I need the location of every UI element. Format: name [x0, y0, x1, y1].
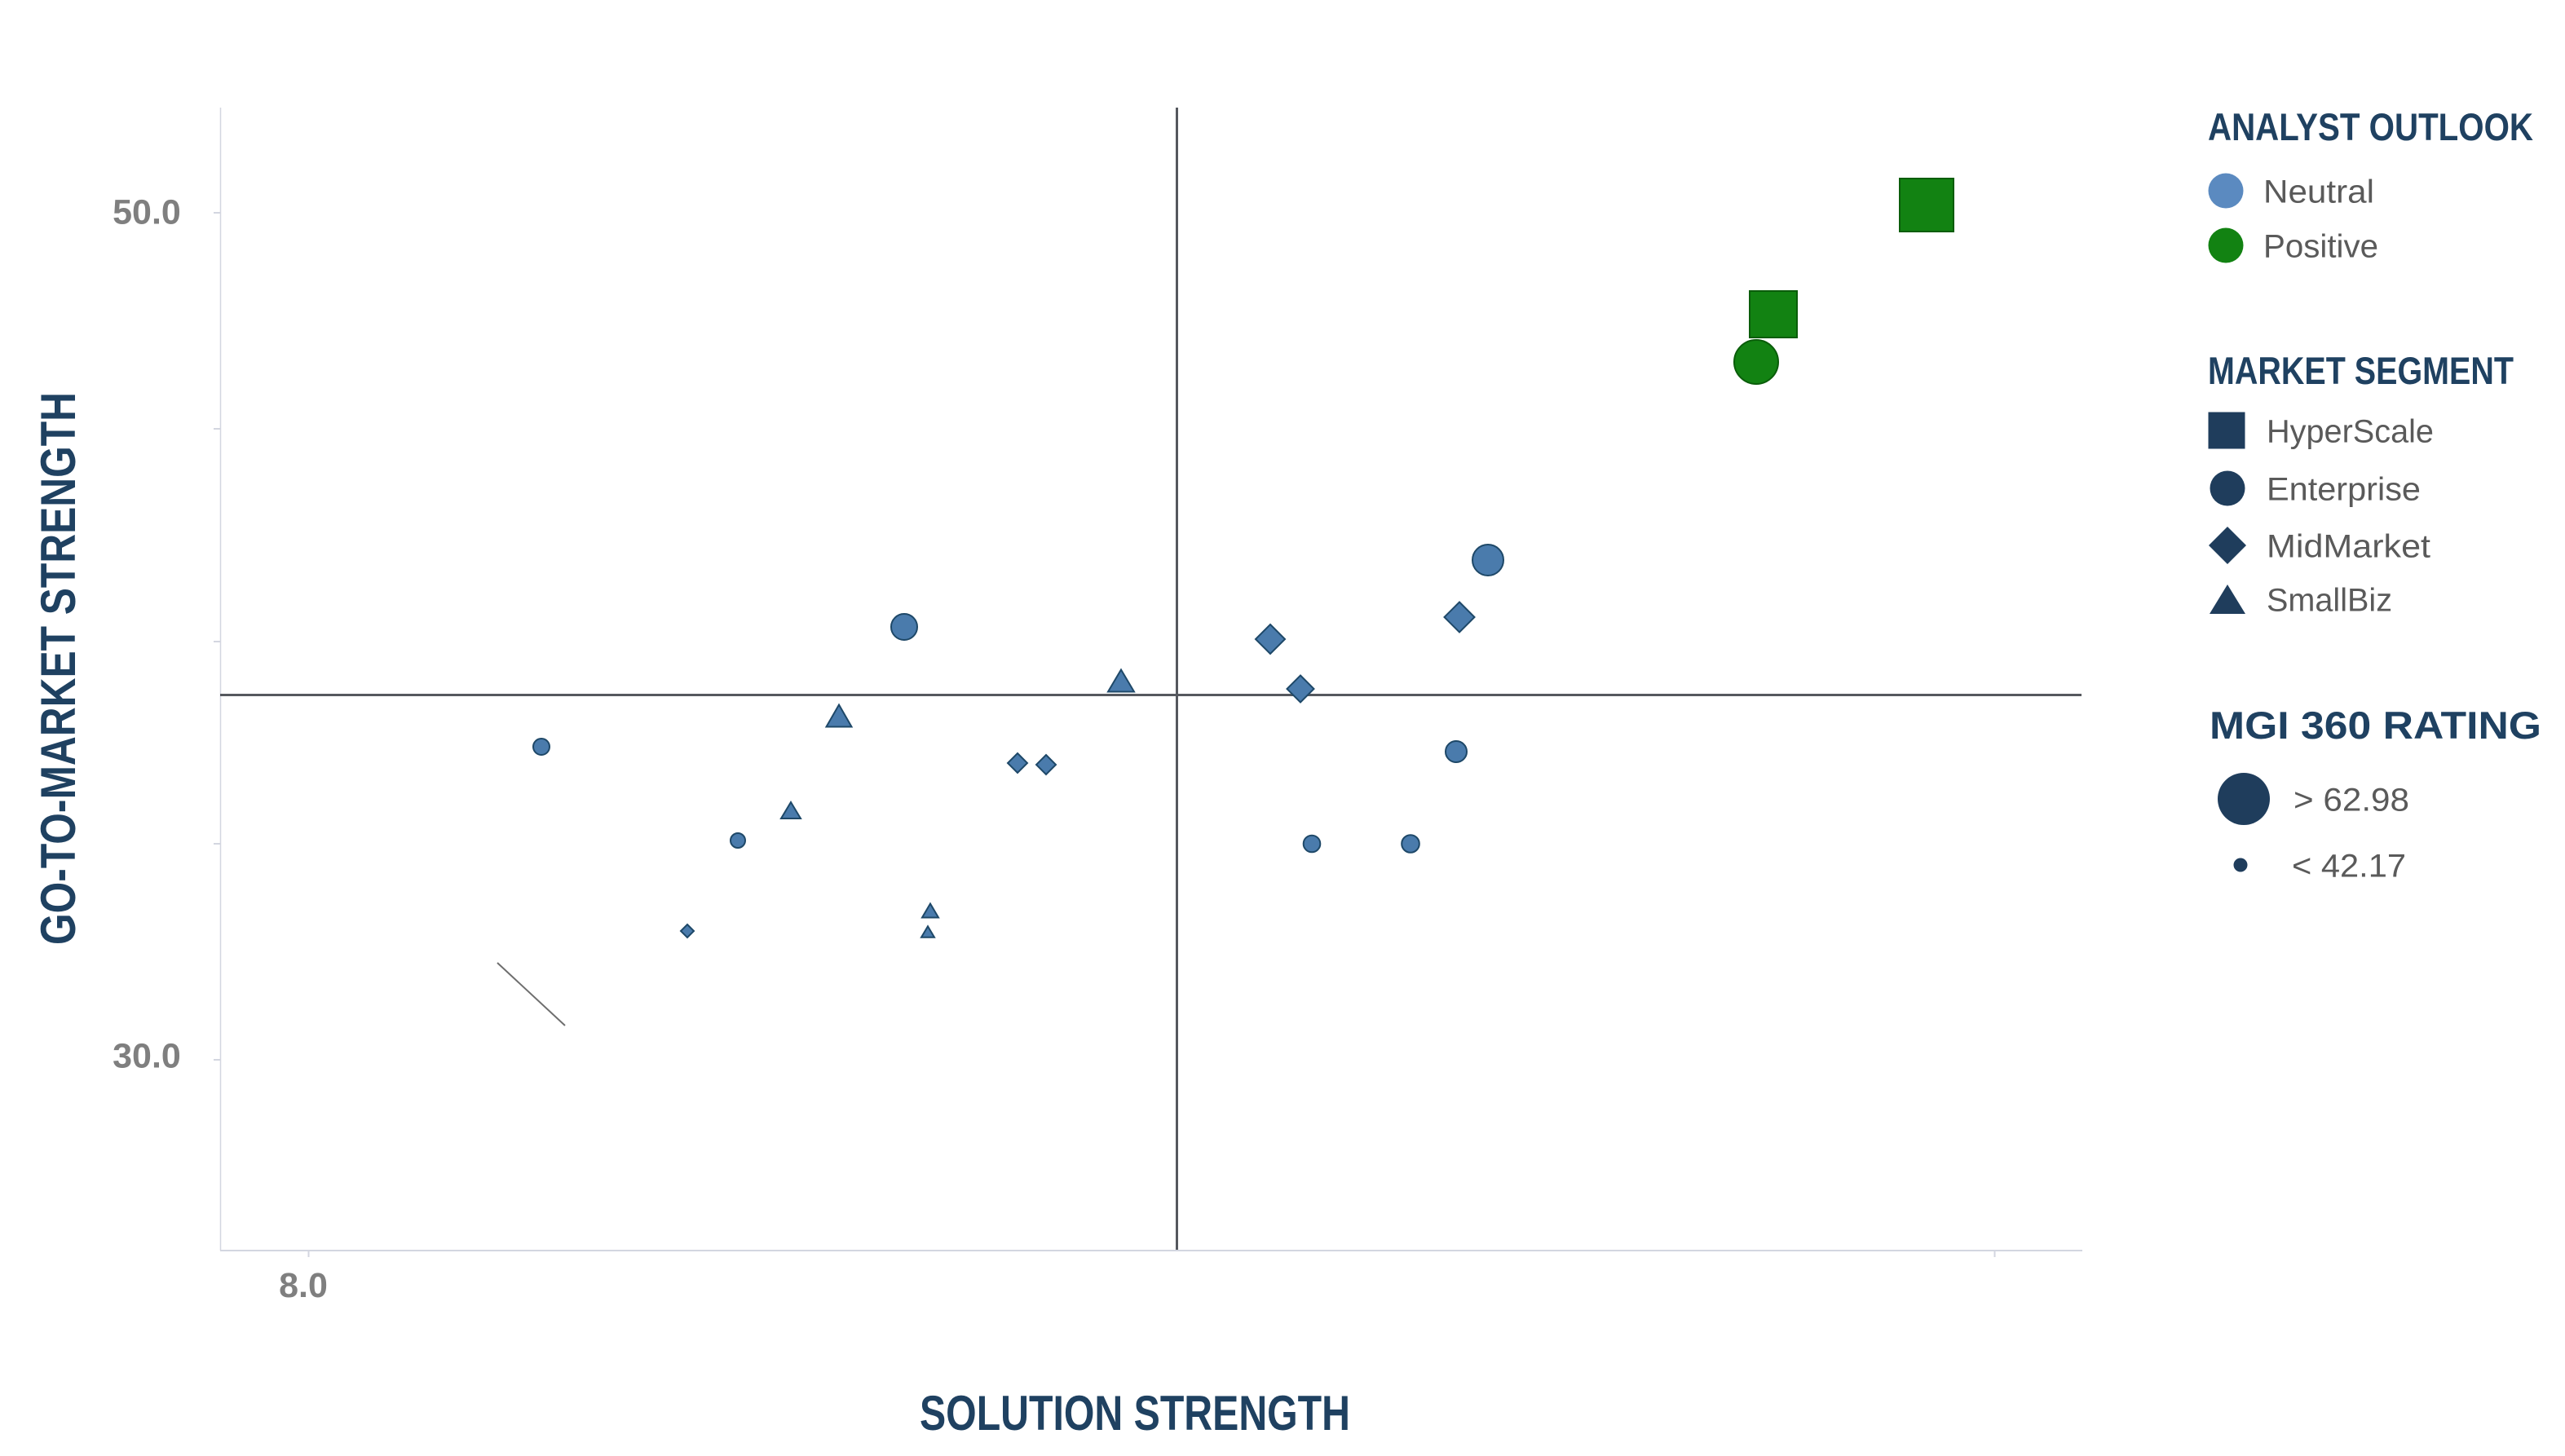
svg-text:MidMarket: MidMarket [2267, 529, 2430, 565]
svg-text:8.0: 8.0 [279, 1266, 328, 1305]
svg-text:ANALYST OUTLOOK: ANALYST OUTLOOK [2208, 105, 2533, 148]
svg-text:HyperScale: HyperScale [2267, 414, 2434, 450]
svg-text:> 62.98: > 62.98 [2293, 783, 2409, 818]
svg-text:< 42.17: < 42.17 [2292, 849, 2406, 885]
svg-text:SOLUTION STRENGTH: SOLUTION STRENGTH [920, 1386, 1350, 1441]
svg-text:50.0: 50.0 [113, 193, 181, 232]
svg-text:MARKET SEGMENT: MARKET SEGMENT [2208, 349, 2514, 392]
svg-text:Enterprise: Enterprise [2267, 472, 2421, 508]
svg-text:GO-TO-MARKET STRENGTH: GO-TO-MARKET STRENGTH [31, 392, 86, 945]
svg-text:30.0: 30.0 [113, 1037, 181, 1076]
svg-text:Neutral: Neutral [2263, 174, 2374, 210]
svg-text:SmallBiz: SmallBiz [2267, 583, 2392, 619]
svg-text:MGI 360 RATING: MGI 360 RATING [2210, 704, 2541, 747]
svg-text:Positive: Positive [2263, 229, 2378, 265]
